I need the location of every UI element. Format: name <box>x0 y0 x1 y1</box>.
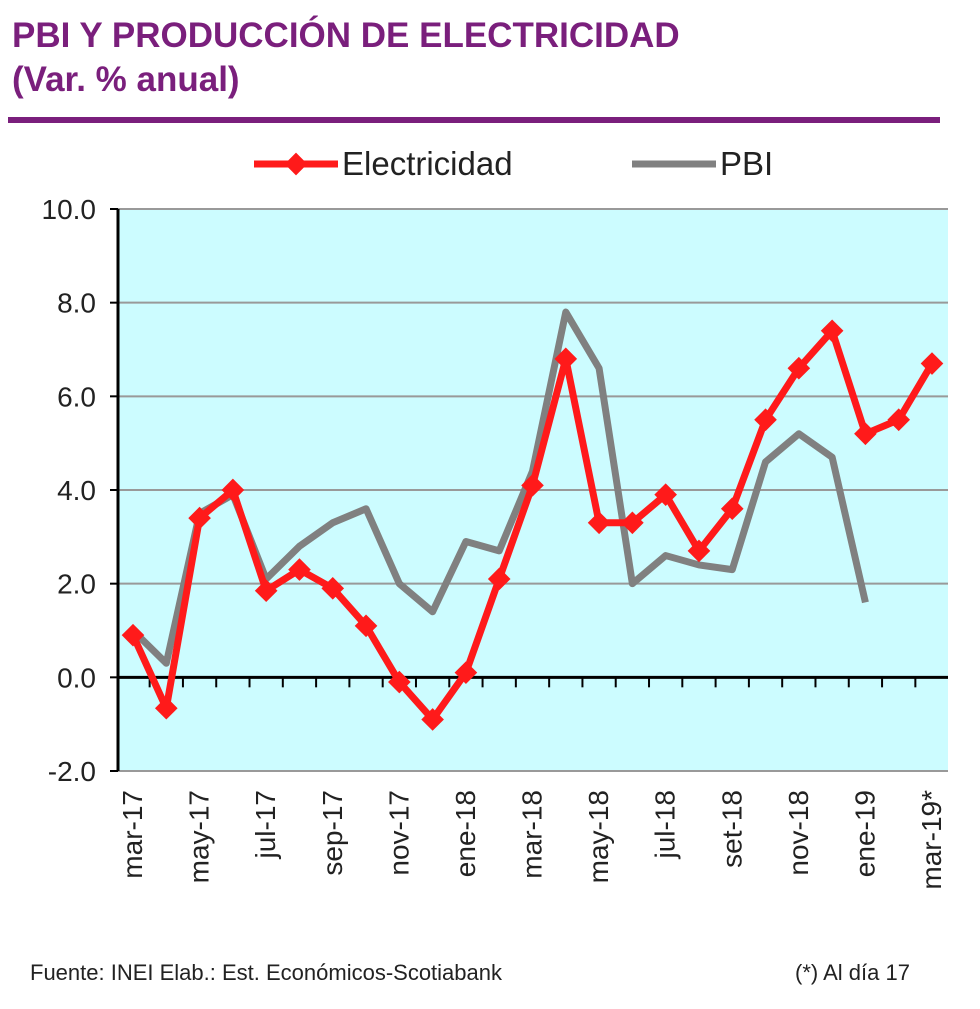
y-tick-label: 10.0 <box>42 194 97 225</box>
legend-label: Electricidad <box>342 145 513 182</box>
data-point-electricidad <box>654 483 677 506</box>
x-tick-label: set-18 <box>716 790 747 868</box>
x-tick-label: mar-19* <box>916 790 947 890</box>
y-tick-label: -2.0 <box>48 756 96 787</box>
data-point-electricidad <box>288 558 311 581</box>
title-divider <box>8 117 940 123</box>
x-tick-label: may-17 <box>184 790 215 883</box>
data-point-electricidad <box>587 511 611 535</box>
x-tick-label: jul-17 <box>250 790 281 859</box>
data-point-electricidad <box>321 577 345 600</box>
x-tick-label: mar-18 <box>517 790 548 879</box>
source-note: Fuente: INEI Elab.: Est. Económicos-Scot… <box>30 960 503 985</box>
legend-item-pbi: PBI <box>628 145 773 183</box>
data-point-electricidad <box>854 422 877 446</box>
y-tick-label: 6.0 <box>57 381 96 412</box>
legend-swatch-electricidad <box>254 152 338 176</box>
y-tick-label: 2.0 <box>57 569 96 600</box>
legend-swatch-pbi <box>632 160 716 168</box>
data-point-electricidad <box>787 356 811 380</box>
legend-item-electricidad: Electricidad <box>250 145 513 183</box>
y-tick-label: 8.0 <box>57 288 96 319</box>
data-point-electricidad <box>354 614 378 638</box>
data-point-electricidad <box>254 579 278 603</box>
chart-title: PBI Y PRODUCCIÓN DE ELECTRICIDAD (Var. %… <box>12 14 680 102</box>
legend-label: PBI <box>720 145 774 182</box>
data-point-electricidad <box>554 347 578 371</box>
data-point-electricidad <box>754 408 777 432</box>
footnote: (*) Al día 17 <box>795 960 910 985</box>
data-point-electricidad <box>388 670 411 694</box>
y-tick-label: 0.0 <box>57 662 96 693</box>
data-point-electricidad <box>487 567 511 591</box>
data-point-electricidad <box>920 352 944 375</box>
x-tick-label: may-18 <box>583 790 614 883</box>
x-tick-label: jul-18 <box>650 790 681 859</box>
data-point-electricidad <box>720 497 744 521</box>
data-point-electricidad <box>454 661 478 684</box>
x-tick-label: nov-17 <box>383 790 414 876</box>
x-tick-label: sep-17 <box>317 790 348 876</box>
data-point-electricidad <box>621 511 644 535</box>
data-point-electricidad <box>820 319 844 343</box>
data-point-electricidad <box>421 708 444 731</box>
x-tick-label: ene-19 <box>849 790 880 877</box>
x-tick-label: mar-17 <box>117 790 148 879</box>
title-line-2: (Var. % anual) <box>12 60 240 99</box>
x-tick-label: nov-18 <box>783 790 814 876</box>
title-line-1: PBI Y PRODUCCIÓN DE ELECTRICIDAD <box>12 16 680 55</box>
x-tick-label: ene-18 <box>450 790 481 877</box>
data-point-electricidad <box>521 474 544 497</box>
data-point-electricidad <box>887 408 911 432</box>
data-point-electricidad <box>687 539 711 563</box>
y-tick-label: 4.0 <box>57 475 96 506</box>
